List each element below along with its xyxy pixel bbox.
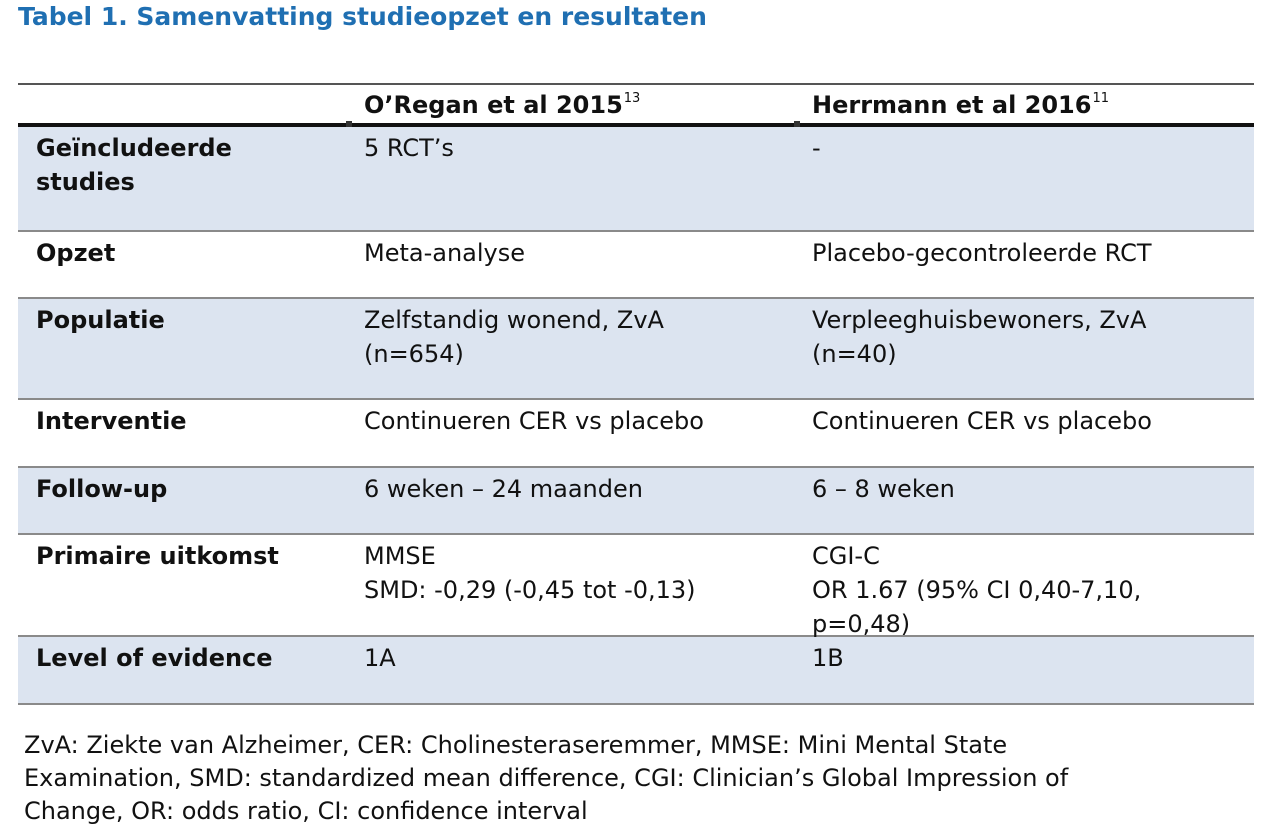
cell-oregan: Continueren CER vs placebo <box>364 404 704 438</box>
cell-line: 6 – 8 weken <box>812 475 955 503</box>
footnote-line: Examination, SMD: standardized mean diff… <box>24 764 1069 792</box>
cell-oregan: 1A <box>364 641 396 675</box>
cell-line: (n=40) <box>812 340 897 368</box>
cell-line: 5 RCT’s <box>364 134 454 162</box>
table-row: Opzet Meta-analyse Placebo-gecontroleerd… <box>18 232 1254 299</box>
table-row: Level of evidence 1A 1B <box>18 637 1254 705</box>
cell-line: Continueren CER vs placebo <box>812 407 1152 435</box>
row-label: Populatie <box>36 303 165 337</box>
cell-herrmann: Placebo-gecontroleerde RCT <box>812 236 1152 270</box>
cell-herrmann: Verpleeghuisbewoners, ZvA (n=40) <box>812 303 1146 371</box>
cell-line: Zelfstandig wonend, ZvA <box>364 306 664 334</box>
header-divider-mark <box>346 121 352 127</box>
cell-line: SMD: -0,29 (-0,45 tot -0,13) <box>364 576 696 604</box>
cell-oregan: MMSE SMD: -0,29 (-0,45 tot -0,13) <box>364 539 696 607</box>
header-col-herrmann: Herrmann et al 201611 <box>812 91 1109 119</box>
cell-line: - <box>812 134 821 162</box>
table-row: Primaire uitkomst MMSE SMD: -0,29 (-0,45… <box>18 535 1254 638</box>
row-label-line: Follow-up <box>36 475 168 503</box>
row-label-line: Primaire uitkomst <box>36 542 279 570</box>
row-label-line: Populatie <box>36 306 165 334</box>
cell-line: OR 1.67 (95% CI 0,40-7,10, <box>812 576 1142 604</box>
cell-line: Continueren CER vs placebo <box>364 407 704 435</box>
cell-line: Verpleeghuisbewoners, ZvA <box>812 306 1147 334</box>
footnote-line: Change, OR: odds ratio, CI: confidence i… <box>24 797 588 825</box>
cell-line: 1A <box>364 644 396 672</box>
table-row: Populatie Zelfstandig wonend, ZvA (n=654… <box>18 299 1254 400</box>
row-label: Level of evidence <box>36 641 273 675</box>
cell-line: MMSE <box>364 542 436 570</box>
table-row: Follow-up 6 weken – 24 maanden 6 – 8 wek… <box>18 468 1254 535</box>
cell-line: Placebo-gecontroleerde RCT <box>812 239 1152 267</box>
table-row: Interventie Continueren CER vs placebo C… <box>18 400 1254 468</box>
cell-line: CGI-C <box>812 542 880 570</box>
cell-oregan: Meta-analyse <box>364 236 525 270</box>
cell-herrmann: CGI-C OR 1.67 (95% CI 0,40-7,10, p=0,48) <box>812 539 1141 641</box>
row-label: Primaire uitkomst <box>36 539 279 573</box>
cell-oregan: 5 RCT’s <box>364 131 454 165</box>
footnote-line: ZvA: Ziekte van Alzheimer, CER: Cholines… <box>24 731 1008 759</box>
table-header: O’Regan et al 201513 Herrmann et al 2016… <box>18 83 1254 127</box>
cell-oregan: 6 weken – 24 maanden <box>364 472 643 506</box>
header-col-oregan: O’Regan et al 201513 <box>364 91 640 119</box>
row-label-line: Opzet <box>36 239 116 267</box>
cell-line: (n=654) <box>364 340 464 368</box>
cell-herrmann: 6 – 8 weken <box>812 472 955 506</box>
cell-herrmann: - <box>812 131 821 165</box>
cell-line: 1B <box>812 644 844 672</box>
cell-line: 6 weken – 24 maanden <box>364 475 643 503</box>
header-col-herrmann-text: Herrmann et al 2016 <box>812 91 1092 119</box>
row-label: Follow-up <box>36 472 167 506</box>
row-label-line: Geïncludeerde <box>36 134 232 162</box>
header-col-oregan-ref: 13 <box>623 91 641 106</box>
row-label: Interventie <box>36 404 187 438</box>
cell-herrmann: Continueren CER vs placebo <box>812 404 1152 438</box>
row-label-line: Interventie <box>36 407 187 435</box>
row-label-line: Level of evidence <box>36 644 273 672</box>
cell-herrmann: 1B <box>812 641 844 675</box>
table-title: Tabel 1. Samenvatting studieopzet en res… <box>18 2 707 31</box>
cell-line: Meta-analyse <box>364 239 526 267</box>
cell-oregan: Zelfstandig wonend, ZvA (n=654) <box>364 303 664 371</box>
row-label-line: studies <box>36 168 135 196</box>
header-col-herrmann-ref: 11 <box>1092 91 1109 106</box>
header-divider-mark <box>794 121 800 127</box>
footnote: ZvA: Ziekte van Alzheimer, CER: Cholines… <box>24 729 1264 828</box>
summary-table: O’Regan et al 201513 Herrmann et al 2016… <box>18 83 1254 705</box>
row-label: Geïncludeerde studies <box>36 131 232 199</box>
cell-line: p=0,48) <box>812 610 911 638</box>
header-col-oregan-text: O’Regan et al 2015 <box>364 91 623 119</box>
row-label: Opzet <box>36 236 115 270</box>
table-row: Geïncludeerde studies 5 RCT’s - <box>18 127 1254 232</box>
